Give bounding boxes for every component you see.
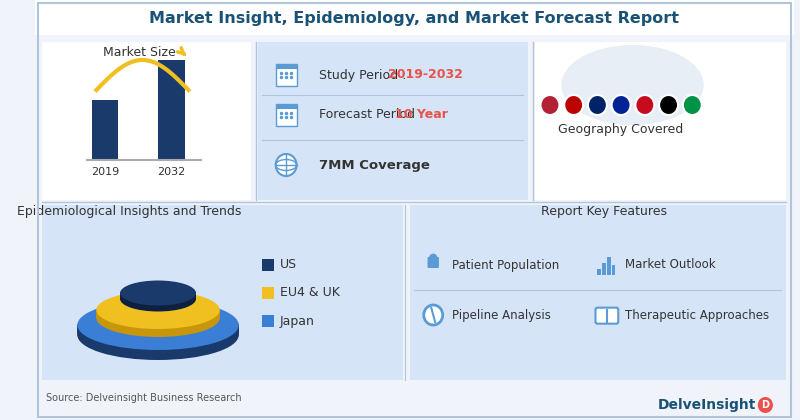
Circle shape xyxy=(541,95,559,115)
Text: DelveInsight: DelveInsight xyxy=(658,398,756,412)
Ellipse shape xyxy=(96,296,220,334)
Ellipse shape xyxy=(96,295,220,333)
FancyBboxPatch shape xyxy=(42,42,251,200)
Ellipse shape xyxy=(78,302,238,352)
FancyBboxPatch shape xyxy=(410,205,786,380)
Text: Pipeline Analysis: Pipeline Analysis xyxy=(452,309,551,321)
FancyBboxPatch shape xyxy=(262,259,274,271)
Text: 2032: 2032 xyxy=(158,167,186,177)
Ellipse shape xyxy=(78,309,238,359)
Ellipse shape xyxy=(78,307,238,357)
FancyBboxPatch shape xyxy=(92,100,118,160)
Ellipse shape xyxy=(78,301,238,351)
Ellipse shape xyxy=(78,310,238,360)
FancyBboxPatch shape xyxy=(276,104,297,126)
Ellipse shape xyxy=(96,294,220,332)
Ellipse shape xyxy=(78,304,238,354)
Circle shape xyxy=(612,95,630,115)
Circle shape xyxy=(429,254,438,262)
FancyBboxPatch shape xyxy=(262,287,274,299)
Ellipse shape xyxy=(96,297,220,335)
FancyBboxPatch shape xyxy=(42,205,403,380)
FancyBboxPatch shape xyxy=(158,60,185,160)
FancyBboxPatch shape xyxy=(258,42,528,200)
Ellipse shape xyxy=(120,284,196,309)
Ellipse shape xyxy=(78,300,238,350)
FancyBboxPatch shape xyxy=(262,315,274,327)
Circle shape xyxy=(758,397,773,413)
Ellipse shape xyxy=(120,284,196,310)
Text: Report Key Features: Report Key Features xyxy=(541,205,667,218)
Ellipse shape xyxy=(96,299,220,337)
Text: Market Size: Market Size xyxy=(102,45,175,58)
FancyBboxPatch shape xyxy=(34,0,794,35)
FancyBboxPatch shape xyxy=(276,64,297,86)
FancyBboxPatch shape xyxy=(427,257,439,268)
Ellipse shape xyxy=(120,286,196,310)
Text: 10 Year: 10 Year xyxy=(395,108,448,121)
Ellipse shape xyxy=(562,45,704,125)
Ellipse shape xyxy=(120,281,196,305)
Ellipse shape xyxy=(120,283,196,307)
FancyBboxPatch shape xyxy=(595,308,618,324)
Circle shape xyxy=(564,95,583,115)
FancyBboxPatch shape xyxy=(607,257,610,275)
Ellipse shape xyxy=(78,305,238,355)
Ellipse shape xyxy=(96,292,220,330)
Ellipse shape xyxy=(120,286,196,312)
FancyBboxPatch shape xyxy=(602,263,606,275)
Circle shape xyxy=(276,154,297,176)
Text: Forecast Period :: Forecast Period : xyxy=(319,108,428,121)
Text: US: US xyxy=(279,258,297,271)
Text: Geography Covered: Geography Covered xyxy=(558,123,684,136)
FancyBboxPatch shape xyxy=(276,64,297,69)
Ellipse shape xyxy=(96,291,220,329)
FancyBboxPatch shape xyxy=(612,265,615,275)
Text: EU4 & UK: EU4 & UK xyxy=(279,286,339,299)
Text: Study Period :: Study Period : xyxy=(319,68,410,81)
Text: Therapeutic Approaches: Therapeutic Approaches xyxy=(625,309,769,321)
Text: Japan: Japan xyxy=(279,315,314,328)
Ellipse shape xyxy=(78,308,238,358)
Ellipse shape xyxy=(78,306,238,356)
Text: D: D xyxy=(762,400,770,410)
Text: Patient Population: Patient Population xyxy=(452,258,559,271)
FancyBboxPatch shape xyxy=(534,42,786,200)
Text: 2019-2032: 2019-2032 xyxy=(388,68,462,81)
Text: Market Outlook: Market Outlook xyxy=(625,258,715,271)
Circle shape xyxy=(424,305,442,325)
Text: Epidemiological Insights and Trends: Epidemiological Insights and Trends xyxy=(18,205,242,218)
Ellipse shape xyxy=(96,293,220,331)
Ellipse shape xyxy=(78,303,238,353)
Text: 7MM Coverage: 7MM Coverage xyxy=(319,158,430,171)
FancyBboxPatch shape xyxy=(598,269,601,275)
Circle shape xyxy=(683,95,702,115)
FancyBboxPatch shape xyxy=(276,104,297,109)
Circle shape xyxy=(635,95,654,115)
Circle shape xyxy=(659,95,678,115)
Text: Source: Delveinsight Business Research: Source: Delveinsight Business Research xyxy=(46,393,242,403)
Circle shape xyxy=(588,95,607,115)
Text: Market Insight, Epidemiology, and Market Forecast Report: Market Insight, Epidemiology, and Market… xyxy=(150,10,679,26)
Ellipse shape xyxy=(120,281,196,307)
Text: 2019: 2019 xyxy=(90,167,119,177)
Ellipse shape xyxy=(96,298,220,336)
